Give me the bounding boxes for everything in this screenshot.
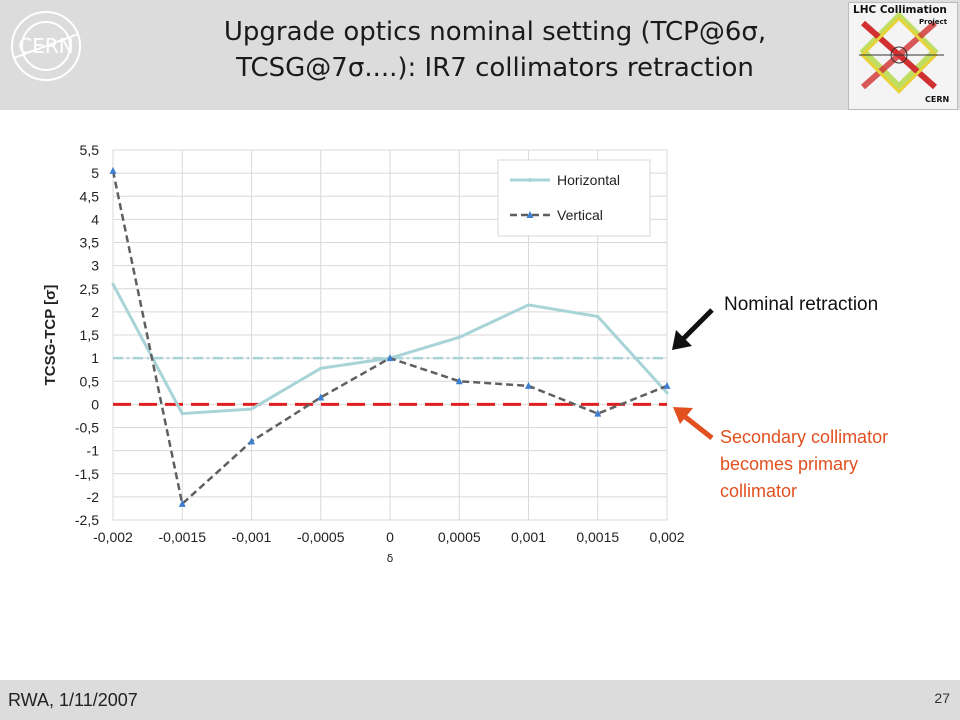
- point-vertical: [317, 393, 325, 401]
- point-vertical: [109, 166, 117, 174]
- secondary-line-1: Secondary collimator: [720, 427, 889, 447]
- y-tick-label: 3,5: [80, 235, 100, 251]
- nominal-retraction-label: Nominal retraction: [724, 294, 879, 315]
- point-horizontal: [111, 282, 115, 286]
- legend-marker-vertical: [526, 211, 534, 218]
- y-tick-label: 5,5: [80, 142, 100, 158]
- lhc-collimation-logo: LHC Collimation Project CERN: [848, 2, 958, 110]
- title-line-1: Upgrade optics nominal setting (TCP@6σ,: [223, 17, 767, 47]
- x-tick-label: -0,001: [232, 529, 272, 545]
- y-tick-label: 4: [91, 211, 99, 227]
- y-tick-label: -2,5: [75, 512, 99, 528]
- legend-marker-horizontal: [528, 178, 532, 182]
- nominal-arrow-icon: [672, 308, 714, 350]
- secondary-arrow-icon: [673, 407, 714, 440]
- y-tick-label: 0: [91, 396, 99, 412]
- footer-author-date: RWA, 1/11/2007: [8, 690, 138, 710]
- legend-label-horizontal: Horizontal: [557, 172, 620, 188]
- point-vertical: [663, 381, 671, 389]
- point-vertical: [248, 437, 255, 445]
- y-tick-label: 2: [91, 304, 99, 320]
- point-horizontal: [665, 391, 669, 395]
- cern-logo: CERN: [11, 11, 81, 81]
- chart: 5,5 5 4,5 4 3,5 3 2,5 2 1,5 1 0,5 0 -0,5 -1 -1,5 -2 -2,5…: [42, 142, 685, 565]
- lhc-logo-cern: CERN: [925, 95, 950, 104]
- y-tick-label: -1: [87, 443, 100, 459]
- y-tick-label: 2,5: [80, 281, 100, 297]
- slide-footer: RWA, 1/11/2007 27: [0, 680, 960, 720]
- secondary-line-3: collimator: [720, 481, 798, 501]
- y-tick-label: 5: [91, 165, 99, 181]
- point-horizontal: [180, 412, 184, 416]
- title-line-2: TCSG@7σ....): IR7 collimators retraction: [236, 53, 754, 83]
- chart-container: 5,5 5 4,5 4 3,5 3 2,5 2 1,5 1 0,5 0 -0,5 -1 -1,5 -2 -2,5…: [0, 130, 720, 580]
- page-title: Upgrade optics nominal setting (TCP@6σ, …: [150, 14, 840, 86]
- y-tick-label: -0,5: [75, 420, 99, 436]
- cern-logo-text: CERN: [18, 34, 73, 58]
- lhc-logo-title: LHC Collimation: [853, 4, 947, 16]
- x-tick-label: 0,0015: [576, 529, 619, 545]
- y-tick-label: 4,5: [80, 188, 100, 204]
- x-tick-label: -0,002: [93, 529, 133, 545]
- y-tick-label: -2: [87, 489, 100, 505]
- page-number: 27: [934, 690, 950, 706]
- secondary-collimator-label: Secondary collimator becomes primary col…: [720, 424, 950, 505]
- point-vertical: [594, 409, 602, 417]
- point-vertical: [525, 381, 532, 389]
- annotation-arrows: [672, 308, 714, 440]
- point-vertical: [455, 377, 463, 385]
- legend-label-vertical: Vertical: [557, 207, 603, 223]
- y-axis-label: TCSG-TCP [σ]: [42, 285, 59, 386]
- slide-header: CERN Upgrade optics nominal setting (TCP…: [0, 0, 960, 110]
- secondary-line-2: becomes primary: [720, 454, 859, 474]
- y-tick-label: 0,5: [80, 373, 100, 389]
- legend-box: [497, 159, 651, 237]
- x-tick-label: 0,0005: [438, 529, 481, 545]
- point-horizontal: [596, 315, 600, 318]
- lhc-logo-subtitle: Project: [919, 18, 948, 26]
- point-vertical: [178, 499, 186, 507]
- y-tick-label: 1,5: [80, 327, 100, 343]
- x-tick-label: 0: [386, 529, 394, 545]
- y-tick-label: 1: [91, 350, 99, 366]
- x-tick-label: 0,002: [649, 529, 684, 545]
- point-horizontal: [457, 335, 461, 339]
- point-horizontal: [250, 407, 253, 411]
- y-tick-label: -1,5: [75, 466, 99, 482]
- x-tick-label: -0,0015: [159, 529, 207, 545]
- y-tick-label: 3: [91, 258, 99, 274]
- point-horizontal: [527, 303, 530, 307]
- x-tick-label: 0,001: [511, 529, 546, 545]
- x-tick-label: -0,0005: [297, 529, 345, 545]
- point-vertical: [386, 354, 394, 362]
- point-horizontal: [319, 366, 323, 370]
- x-axis-label: δ: [387, 552, 394, 565]
